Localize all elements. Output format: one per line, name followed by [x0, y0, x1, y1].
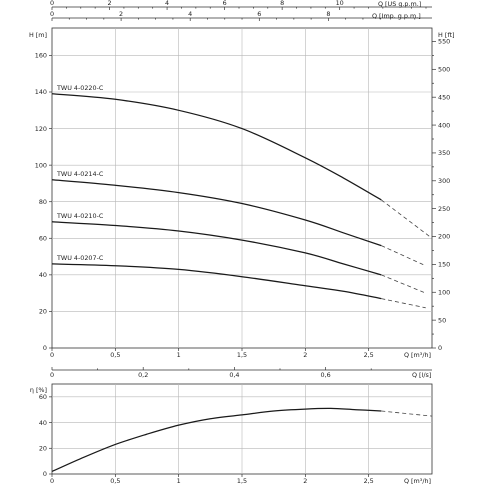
- eff-x-tick-label: 1,5: [237, 477, 247, 484]
- top-axis-tick-label-0-2: 4: [165, 0, 169, 7]
- ls-axis-tick-label: 0,4: [229, 371, 239, 379]
- main-y2-tick-label: 450: [438, 93, 450, 101]
- head-curve-TWU 4-0220-C: [51, 93, 382, 201]
- main-y2-tick-label: 550: [438, 38, 450, 46]
- eff-x-tick-label: 1: [177, 477, 181, 484]
- main-y-tick-label: 40: [39, 271, 47, 279]
- main-x-tick-label: 2,5: [364, 351, 374, 359]
- main-x-tick-label: 1,5: [237, 351, 247, 359]
- ls-axis-tick-label: 0,2: [138, 371, 148, 379]
- eff-y-tick-label: 20: [39, 444, 47, 452]
- eff-y-axis-label: η [%]: [30, 386, 47, 394]
- top-axis-label-1: Q [Imp. g.p.m.]: [372, 12, 421, 20]
- top-axis-label-0: Q [US g.p.m.]: [378, 0, 421, 8]
- main-y2-tick-label: 350: [438, 149, 450, 157]
- main-y-tick-label: 160: [35, 52, 47, 60]
- top-axis-tick-label-0-3: 6: [223, 0, 227, 7]
- top-axis-tick-label-1-3: 6: [257, 10, 261, 18]
- main-y-tick-label: 140: [35, 88, 47, 96]
- main-y2-tick-label: 0: [438, 344, 442, 352]
- main-y-tick-label: 100: [35, 161, 47, 169]
- main-y2-tick-label: 400: [438, 121, 450, 129]
- ls-axis-tick-label: 0: [50, 371, 54, 379]
- main-y-tick-label: 120: [35, 125, 47, 133]
- series-label-TWU 4-0220-C: TWU 4-0220-C: [56, 84, 104, 92]
- top-axis-tick-label-1-1: 2: [119, 10, 123, 18]
- main-x-tick-label: 0,5: [110, 351, 120, 359]
- efficiency-curve-extension: [381, 410, 433, 417]
- series-label-TWU 4-0214-C: TWU 4-0214-C: [56, 170, 104, 178]
- main-y2-axis-label: H [ft]: [438, 31, 454, 39]
- eff-x-tick-label: 0: [50, 477, 54, 484]
- head-curve-extension-TWU 4-0210-C: [381, 274, 426, 294]
- series-label-TWU 4-0210-C: TWU 4-0210-C: [56, 212, 104, 220]
- eff-y-tick-label: 40: [39, 419, 47, 427]
- main-y2-tick-label: 500: [438, 66, 450, 74]
- head-curve-extension-TWU 4-0207-C: [381, 298, 426, 309]
- ls-axis-label: Q [l/s]: [412, 371, 431, 379]
- main-y2-tick-label: 150: [438, 261, 450, 269]
- main-y2-tick-label: 50: [438, 316, 446, 324]
- eff-y-tick-label: 60: [39, 393, 47, 401]
- main-x-tick-label: 0: [50, 351, 54, 359]
- main-x-tick-label: 1: [177, 351, 181, 359]
- head-curve-extension-TWU 4-0214-C: [381, 245, 426, 267]
- eff-x-tick-label: 0,5: [110, 477, 120, 484]
- top-axis-tick-label-0-4: 8: [280, 0, 284, 7]
- series-label-TWU 4-0207-C: TWU 4-0207-C: [56, 254, 104, 262]
- eff-x-tick-label: 2,5: [364, 477, 374, 484]
- main-y-axis-label: H [m]: [29, 31, 47, 39]
- head-curve-TWU 4-0214-C: [51, 179, 382, 247]
- top-axis-tick-label-1-2: 4: [188, 10, 192, 18]
- main-y-tick-label: 0: [43, 344, 47, 352]
- top-axis-tick-label-1-0: 0: [50, 10, 54, 18]
- main-x-tick-label: 2: [303, 351, 307, 359]
- eff-x-axis-label: Q [m³/h]: [404, 477, 431, 484]
- main-y2-tick-label: 300: [438, 177, 450, 185]
- top-axis-tick-label-0-1: 2: [107, 0, 111, 7]
- top-axis-tick-label-1-4: 8: [326, 10, 330, 18]
- top-axis-tick-label-0-0: 0: [50, 0, 54, 7]
- main-y-tick-label: 20: [39, 308, 47, 316]
- head-curve-extension-TWU 4-0220-C: [381, 199, 433, 239]
- main-y-tick-label: 60: [39, 234, 47, 242]
- eff-x-tick-label: 2: [303, 477, 307, 484]
- main-y2-tick-label: 250: [438, 205, 450, 213]
- head-curve-TWU 4-0210-C: [51, 221, 382, 276]
- main-y-tick-label: 80: [39, 198, 47, 206]
- top-axis-tick-label-0-5: 10: [336, 0, 344, 7]
- efficiency-curve: [51, 407, 382, 472]
- main-y2-tick-label: 100: [438, 288, 450, 296]
- ls-axis-tick-label: 0,6: [321, 371, 331, 379]
- main-y2-tick-label: 200: [438, 233, 450, 241]
- main-x-axis-label: Q [m³/h]: [404, 351, 431, 359]
- head-curve-TWU 4-0207-C: [51, 263, 382, 300]
- eff-y-tick-label: 0: [43, 470, 47, 478]
